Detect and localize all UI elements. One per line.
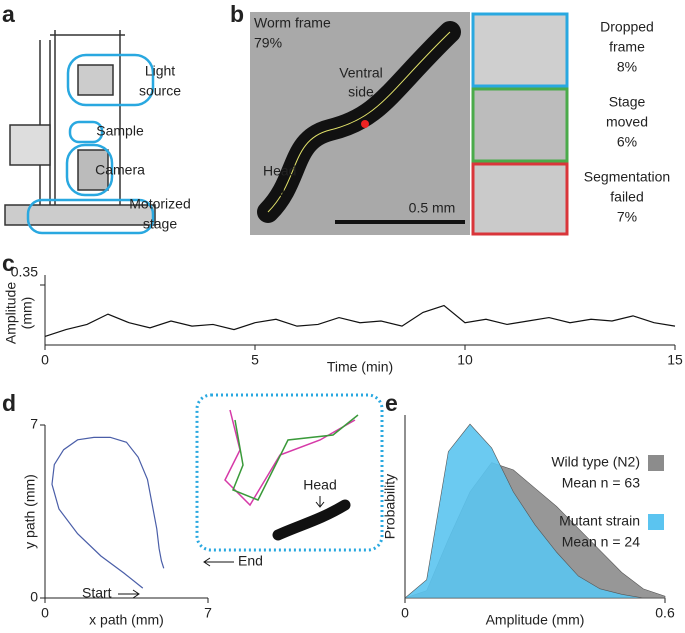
- frame-thumbs: [471, 12, 569, 236]
- y-tick-label: 7: [30, 416, 38, 432]
- annotation: Head: [303, 477, 336, 493]
- image-label: 79%: [254, 35, 282, 51]
- ventral-label: side: [348, 84, 374, 100]
- category-pct: 7%: [617, 209, 637, 225]
- annotation: End: [238, 553, 263, 569]
- arrow: [118, 589, 140, 599]
- legend-swatch: [648, 455, 664, 471]
- inset-worm: [272, 499, 351, 541]
- apparatus-label: Sample: [96, 123, 144, 139]
- image-label: Worm frame: [254, 15, 331, 31]
- ventral-label: Ventral: [339, 65, 383, 81]
- category-label: moved: [606, 114, 648, 130]
- category-label: Stage: [609, 94, 646, 110]
- category-pct: 8%: [617, 59, 637, 75]
- data-line: [51, 436, 165, 589]
- legend-label: Mean n = 63: [562, 475, 640, 491]
- head-label: Head: [263, 163, 296, 179]
- x-axis-label: x path (mm): [89, 612, 164, 628]
- legend-label: Mean n = 24: [562, 534, 640, 550]
- panel-label: a: [2, 1, 15, 27]
- x-tick-label: 0: [41, 605, 49, 621]
- worm-midline: [267, 31, 451, 213]
- apparatus-label: source: [139, 83, 181, 99]
- apparatus: [4, 30, 156, 226]
- y-tick-label: 0: [30, 589, 38, 605]
- x-tick-label: 10: [457, 352, 473, 368]
- legend-label: Mutant strain: [559, 513, 640, 529]
- apparatus-label: Camera: [95, 162, 145, 178]
- arrow: [315, 496, 325, 508]
- apparatus-label: Motorized: [129, 196, 190, 212]
- legend-swatch: [648, 514, 664, 530]
- x-tick-label: 0: [41, 352, 49, 368]
- y-axis-label: Probability: [382, 474, 398, 539]
- category-label: frame: [609, 39, 645, 55]
- apparatus-label: Light: [145, 63, 175, 79]
- panel-label: d: [2, 390, 16, 416]
- apparatus-label: stage: [143, 216, 177, 232]
- x-tick-label: 0.6: [655, 605, 675, 621]
- x-tick-label: 5: [251, 352, 259, 368]
- y-axis-label: (mm): [19, 297, 35, 330]
- x-tick-label: 15: [667, 352, 683, 368]
- category-label: failed: [610, 189, 643, 205]
- scale-label: 0.5 mm: [409, 200, 456, 216]
- x-axis-label: Amplitude (mm): [486, 612, 585, 628]
- head-arrow: [278, 180, 288, 200]
- panel-label: c: [2, 250, 15, 276]
- x-tick-label: 0: [401, 605, 409, 621]
- legend-label: Wild type (N2): [551, 454, 640, 470]
- panel-label: e: [385, 390, 398, 416]
- arrow: [203, 557, 234, 567]
- inset-box: [195, 393, 384, 552]
- ventral-dot: [361, 120, 369, 128]
- category-label: Segmentation: [584, 169, 670, 185]
- annotation: Start: [82, 585, 112, 601]
- data-line: [44, 304, 676, 337]
- x-axis-label: Time (min): [327, 359, 393, 375]
- x-tick-label: 7: [204, 605, 212, 621]
- inset-track: [232, 414, 359, 501]
- panel-label: b: [230, 1, 244, 27]
- category-pct: 6%: [617, 134, 637, 150]
- y-tick-label: 0.35: [11, 264, 38, 280]
- area: [404, 423, 665, 599]
- y-axis-label: y path (mm): [22, 474, 38, 549]
- category-label: Dropped: [600, 19, 654, 35]
- callouts: [26, 53, 155, 235]
- y-axis-label: Amplitude: [3, 282, 19, 344]
